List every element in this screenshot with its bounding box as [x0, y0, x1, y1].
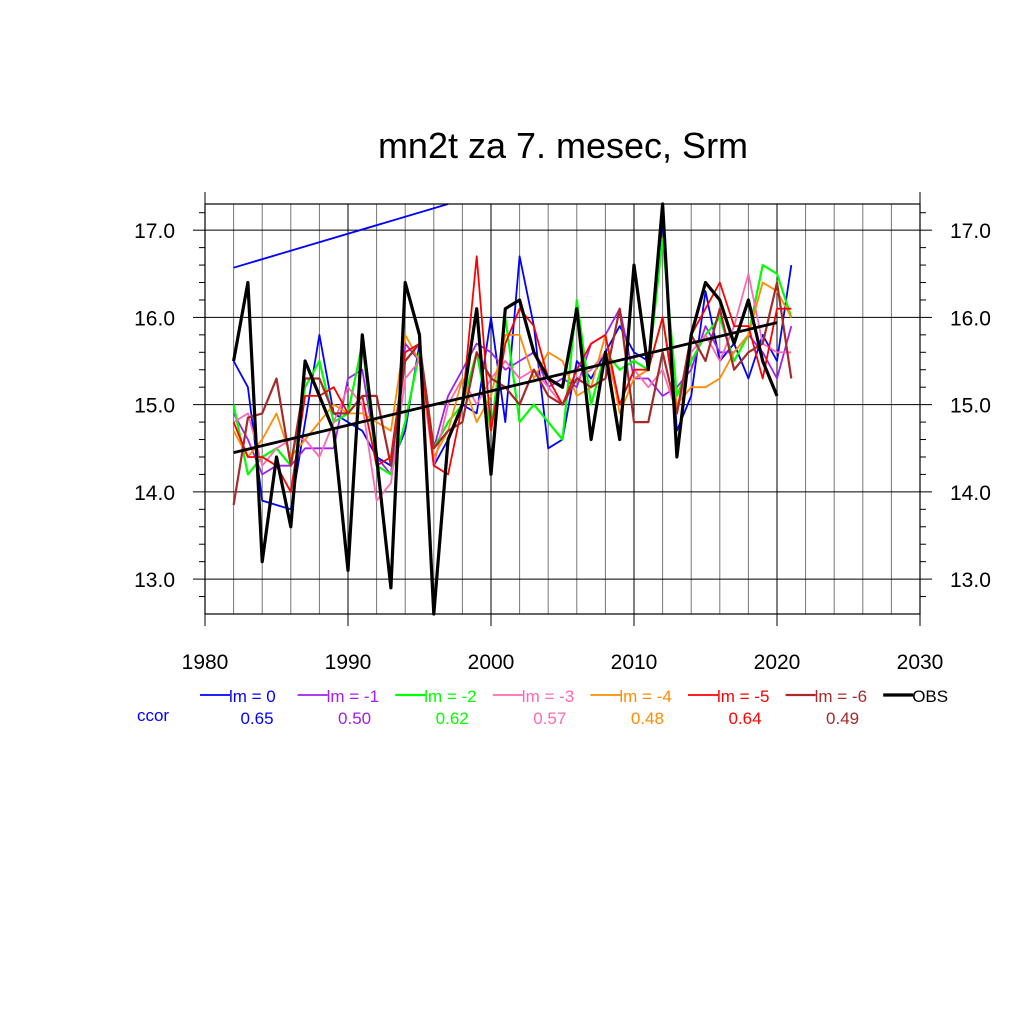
x-tick-label: 2010 [611, 651, 658, 674]
y-tick-label-right: 16.0 [950, 307, 991, 330]
legend-label: OBS [912, 687, 948, 706]
legend-ccor-value: 0.50 [338, 709, 371, 728]
legend-label: lm = -3 [522, 687, 574, 706]
chart-title: mn2t za 7. mesec, Srm [378, 125, 748, 166]
y-tick-label-left: 15.0 [134, 395, 175, 418]
ccor-label: ccor [137, 706, 169, 725]
y-tick-label-left: 16.0 [134, 307, 175, 330]
trend-line [233, 321, 778, 454]
legend-ccor-value: 0.65 [240, 709, 273, 728]
legend-ccor-value: 0.48 [631, 709, 664, 728]
x-tick-label: 2000 [468, 651, 515, 674]
x-tick-label: 2030 [897, 651, 944, 674]
legend-label: lm = -4 [619, 687, 671, 706]
legend-label: lm = -5 [717, 687, 769, 706]
axis-ticks [193, 192, 932, 626]
legend-label: lm = -6 [815, 687, 867, 706]
legend-label: lm = 0 [229, 687, 276, 706]
series-line [232, 281, 793, 506]
x-tick-label: 1990 [325, 651, 372, 674]
trend-line [233, 203, 449, 269]
legend-ccor-value: 0.49 [826, 709, 859, 728]
x-tick-label: 2020 [754, 651, 801, 674]
trend-lines [233, 203, 778, 454]
plot-frame [204, 203, 921, 615]
y-tick-label-right: 15.0 [950, 395, 991, 418]
x-tick-label: 1980 [182, 651, 229, 674]
legend-label: lm = -1 [327, 687, 379, 706]
y-tick-label-left: 14.0 [134, 482, 175, 505]
legend-label: lm = -2 [424, 687, 476, 706]
grid [205, 204, 920, 614]
legend-ccor-value: 0.57 [533, 709, 566, 728]
series-line [232, 255, 792, 493]
y-tick-label-right: 14.0 [950, 482, 991, 505]
y-tick-label-right: 17.0 [950, 220, 991, 243]
axis-tick-labels: 1980 1990 2000 2010 2020 2030 13.0 13.0 14.0 14.0… [134, 220, 991, 674]
series-line [232, 202, 779, 616]
y-tick-label-right: 13.0 [950, 569, 991, 592]
legend: ccor lm = 0 0.65 lm = -1 0.50 lm = -2 0.62 lm … [137, 687, 948, 728]
series-lines [232, 202, 793, 616]
y-tick-label-left: 13.0 [134, 569, 175, 592]
y-tick-label-left: 17.0 [134, 220, 175, 243]
legend-ccor-value: 0.64 [728, 709, 761, 728]
series-line [233, 272, 792, 502]
legend-ccor-value: 0.62 [436, 709, 469, 728]
